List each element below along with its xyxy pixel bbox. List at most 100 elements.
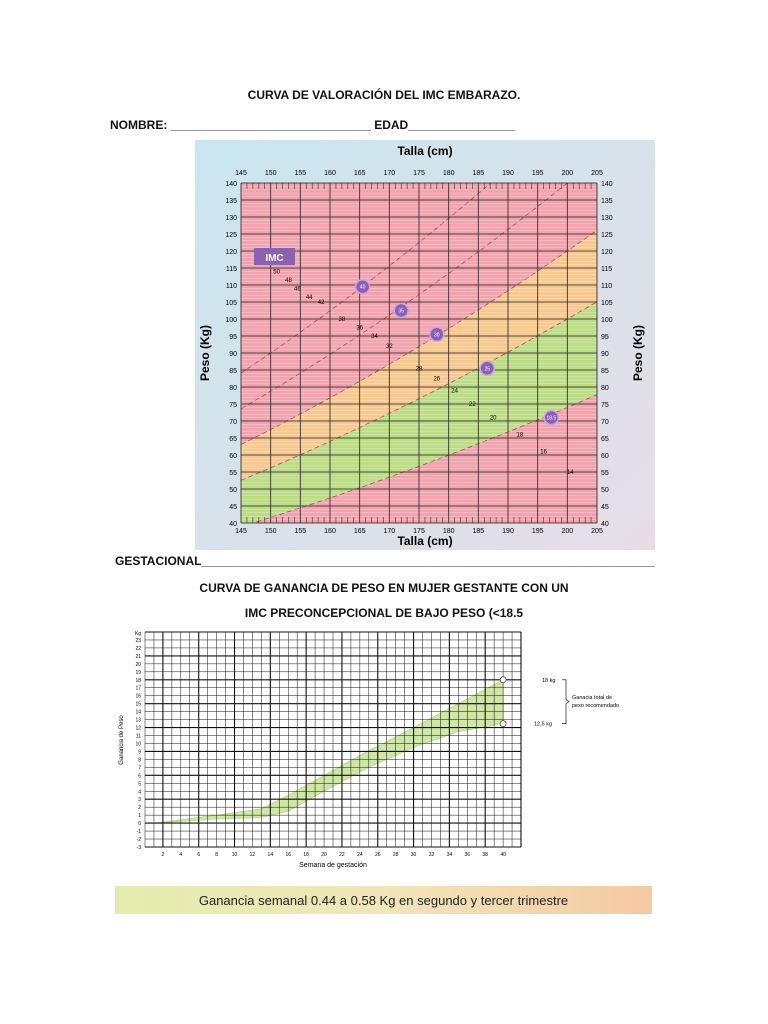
- x-tick: 28: [393, 852, 399, 858]
- y-tick-right: 90: [601, 351, 609, 358]
- x-tick-bottom: 155: [294, 528, 306, 535]
- y-axis-title: Ganancia de Peso: [119, 715, 125, 765]
- x-tick-bottom: 185: [472, 528, 484, 535]
- imc-marker: [479, 360, 495, 377]
- imc-legend-label: IMC: [265, 253, 283, 264]
- y-tick-left: 55: [229, 470, 237, 477]
- y-tick-left: 95: [229, 334, 237, 341]
- imc-label: 38: [339, 317, 346, 323]
- y-tick-right: 80: [601, 385, 609, 392]
- y-tick-left: 80: [229, 385, 237, 392]
- subtitle-line-1: CURVA DE GANANCIA DE PESO EN MUJER GESTA…: [199, 581, 569, 595]
- x-tick: 16: [285, 852, 291, 858]
- x-tick-bottom: 170: [383, 528, 395, 535]
- y-tick-left: 70: [229, 419, 237, 426]
- y-tick-right: 60: [601, 453, 609, 460]
- y-tick: 18: [135, 678, 141, 684]
- imc-marker-label: 25: [484, 366, 490, 372]
- y-tick-left: 130: [225, 215, 237, 222]
- y-tick-left: 75: [229, 402, 237, 409]
- y-tick: 1: [138, 813, 141, 819]
- gestacional-line: GESTACIONAL_____________________________…: [115, 554, 655, 568]
- weight-gain-chart: 2 4 6 8 10 12 14 16 18 20 22 24 26 28 30 32 34 36 38 40-3-2…: [119, 631, 619, 869]
- max-gain-marker: [499, 676, 507, 684]
- imc-label: 48: [285, 278, 292, 284]
- x-tick-bottom: 200: [561, 528, 573, 535]
- annotation-total-1: Ganacia total de: [572, 695, 612, 701]
- x-tick: 2: [162, 852, 165, 858]
- imc-label: 20: [490, 416, 497, 422]
- x-tick: 36: [465, 852, 471, 858]
- y-tick: 16: [135, 694, 141, 700]
- x-tick-top: 145: [235, 170, 247, 177]
- y-tick-left: 140: [225, 181, 237, 188]
- x-tick: 10: [232, 852, 238, 858]
- y-axis-title-left: Peso (Kg): [198, 325, 212, 381]
- imc-label: 32: [386, 344, 393, 350]
- x-tick: 34: [447, 852, 453, 858]
- imc-chart: 145 145 150 150 155 155 160 160 165 165 170 170 175 1…: [195, 140, 655, 550]
- y-tick: -3: [137, 845, 142, 851]
- y-tick: 14: [135, 710, 141, 716]
- y-tick: 21: [135, 654, 141, 660]
- x-tick-bottom: 190: [502, 528, 514, 535]
- y-tick: 23: [135, 638, 141, 644]
- x-tick: 40: [500, 852, 506, 858]
- y-tick: 20: [135, 662, 141, 668]
- nombre-edad-line: NOMBRE: ______________________________ E…: [110, 118, 515, 132]
- x-tick-bottom: 165: [354, 528, 366, 535]
- imc-marker-label: 35: [398, 309, 404, 315]
- x-tick: 4: [179, 852, 182, 858]
- y-tick-right: 50: [601, 487, 609, 494]
- imc-label: 50: [273, 269, 280, 275]
- y-tick: 15: [135, 702, 141, 708]
- y-tick: -2: [137, 837, 142, 843]
- x-tick-top: 205: [591, 170, 603, 177]
- imc-label: 44: [306, 295, 313, 301]
- x-tick: 38: [482, 852, 488, 858]
- x-tick-bottom: 205: [591, 528, 603, 535]
- y-tick: 11: [136, 734, 141, 740]
- x-tick-bottom: 175: [413, 528, 425, 535]
- imc-marker-label: 18.5: [546, 416, 556, 422]
- y-tick-left: 105: [225, 300, 237, 307]
- x-tick: 20: [321, 852, 327, 858]
- x-tick-top: 190: [502, 170, 514, 177]
- y-tick-right: 135: [601, 198, 613, 205]
- x-tick-top: 160: [324, 170, 336, 177]
- y-tick-left: 125: [225, 232, 237, 239]
- imc-label: 22: [469, 402, 476, 408]
- imc-label: 18: [517, 433, 524, 439]
- x-tick: 32: [429, 852, 435, 858]
- y-tick-left: 110: [226, 283, 237, 290]
- y-tick-right: 75: [601, 402, 609, 409]
- imc-marker: [354, 278, 371, 295]
- x-axis-title-bottom: Talla (cm): [397, 534, 452, 548]
- y-tick: 8: [138, 757, 141, 763]
- y-tick: 0: [138, 821, 141, 827]
- y-tick-left: 65: [229, 436, 237, 443]
- y-tick-right: 125: [601, 232, 613, 239]
- y-tick-right: 115: [601, 266, 612, 273]
- x-tick-bottom: 150: [265, 528, 277, 535]
- y-tick-right: 95: [601, 334, 609, 341]
- y-tick-left: 100: [225, 317, 237, 324]
- imc-marker: [543, 409, 560, 426]
- y-tick-left: 90: [229, 351, 237, 358]
- y-tick: -1: [137, 829, 142, 835]
- y-tick-left: 45: [229, 504, 237, 511]
- y-tick: 12: [135, 726, 141, 732]
- y-tick-left: 85: [229, 368, 237, 375]
- x-tick-top: 175: [413, 170, 425, 177]
- annotation-12-5kg: 12,5 kg: [534, 722, 552, 728]
- x-tick-top: 185: [472, 170, 484, 177]
- x-tick: 8: [215, 852, 218, 858]
- x-tick: 30: [411, 852, 417, 858]
- y-axis-title-right: Peso (Kg): [631, 325, 645, 381]
- imc-label: 26: [433, 377, 440, 383]
- x-tick-top: 200: [561, 170, 573, 177]
- imc-band-0: [253, 394, 597, 523]
- y-tick: 17: [135, 686, 141, 692]
- imc-label: 42: [318, 300, 325, 306]
